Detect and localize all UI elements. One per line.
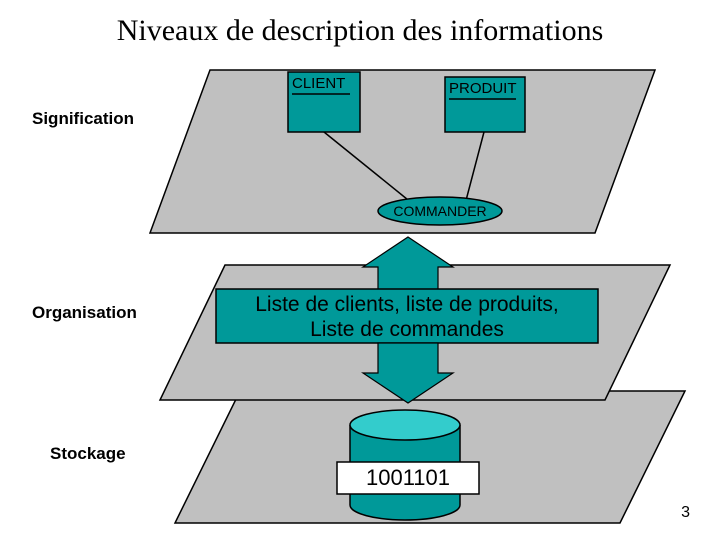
association-commander: COMMANDER — [378, 197, 502, 225]
entity-produit: PRODUIT — [445, 77, 525, 132]
slide-number: 3 — [681, 504, 690, 522]
organisation-text-line1: Liste de clients, liste de produits, — [255, 293, 559, 316]
association-commander-label: COMMANDER — [393, 203, 486, 219]
storage-value: 1001101 — [366, 465, 450, 490]
label-stockage: Stockage — [50, 444, 126, 464]
organisation-text-line2: Liste de commandes — [310, 318, 504, 341]
storage-value-box: 1001101 — [337, 462, 479, 494]
organisation-box: Liste de clients, liste de produits, Lis… — [216, 289, 598, 343]
entity-produit-label: PRODUIT — [449, 80, 517, 97]
entity-client: CLIENT — [288, 72, 360, 132]
label-organisation: Organisation — [32, 303, 137, 323]
page-title: Niveaux de description des informations — [0, 14, 720, 48]
entity-client-label: CLIENT — [292, 75, 345, 92]
label-signification: Signification — [32, 109, 134, 129]
